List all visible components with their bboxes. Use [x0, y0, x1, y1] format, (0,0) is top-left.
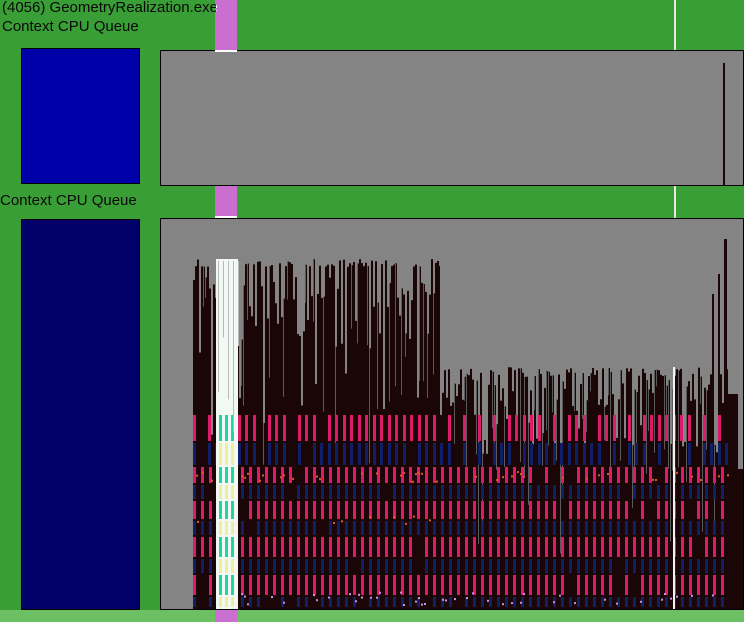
window-title: (4056) GeometryRealization.exe — [2, 0, 218, 16]
graph-panel-track-1[interactable] — [160, 50, 744, 186]
plot-area-track-2 — [193, 239, 743, 609]
track-label-context-cpu-queue-2: Context CPU Queue — [0, 192, 137, 209]
selection-marker-top[interactable] — [215, 0, 237, 52]
time-cursor-top[interactable] — [674, 0, 676, 50]
selection-marker-bottom[interactable] — [215, 610, 237, 622]
selection-marker-mid[interactable] — [215, 186, 237, 218]
legend-swatch-track-2[interactable] — [21, 219, 140, 610]
legend-swatch-track-1[interactable] — [21, 48, 140, 184]
time-cursor-mid[interactable] — [674, 186, 676, 218]
track-label-context-cpu-queue-1: Context CPU Queue — [2, 18, 139, 35]
bottom-status-strip — [0, 610, 744, 622]
plot-area-track-1 — [723, 63, 725, 185]
window-title-overlay: (4056) GeometryRealization.exe — [2, 0, 218, 16]
graph-panel-track-2[interactable] — [160, 218, 744, 610]
